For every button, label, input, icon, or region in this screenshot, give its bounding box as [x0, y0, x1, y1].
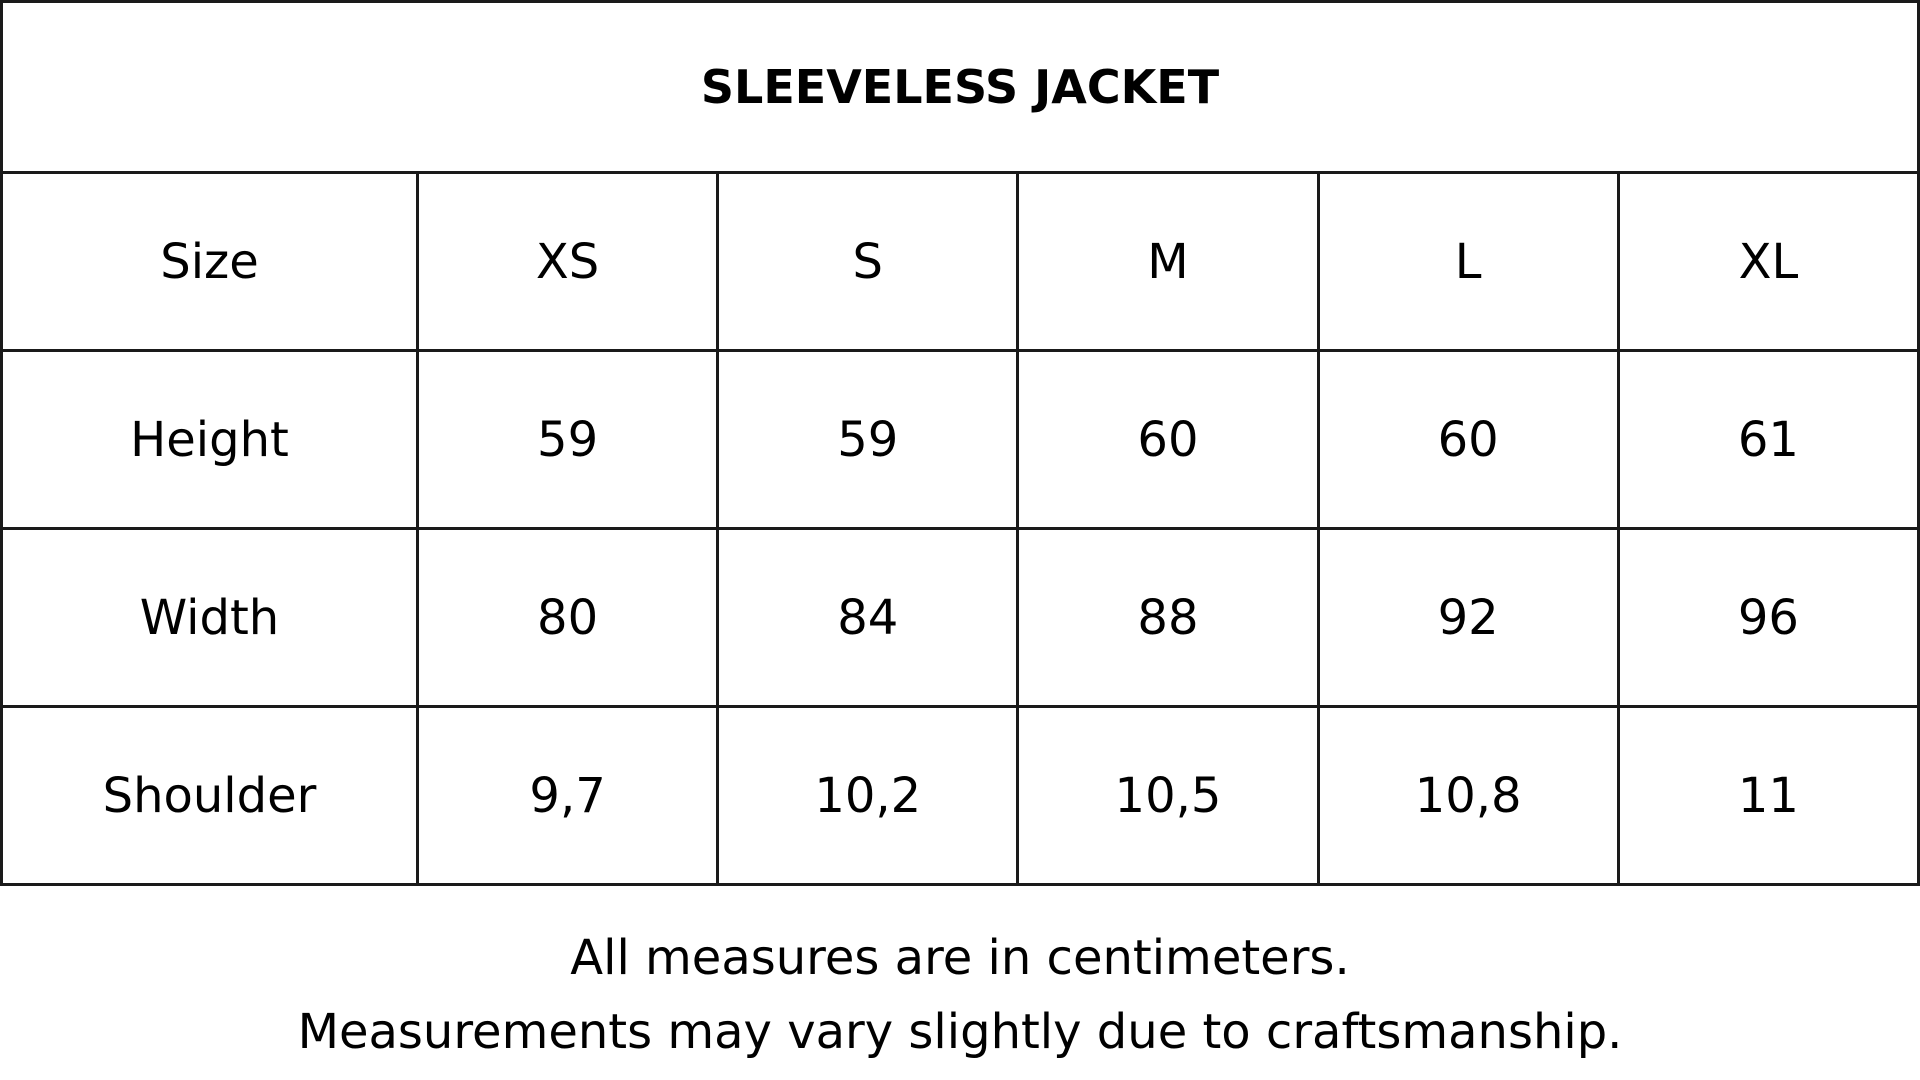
table-cell: 80 — [415, 527, 720, 708]
size-table: SLEEVELESS JACKET Size XS S M L XL Height 59 59 6… — [0, 0, 1920, 886]
row-label: Height — [0, 349, 419, 530]
header-cell: XL — [1616, 171, 1920, 352]
header-row: Size XS S M L XL — [0, 171, 1920, 352]
table-cell: 96 — [1616, 527, 1920, 708]
table-row: Height 59 59 60 60 61 — [0, 349, 1920, 530]
header-cell: S — [716, 171, 1020, 352]
table-cell: 61 — [1616, 349, 1920, 530]
note-line: All measures are in centimeters. — [570, 930, 1350, 986]
table-cell: 92 — [1316, 527, 1620, 708]
table-cell: 60 — [1016, 349, 1320, 530]
table-cell: 60 — [1316, 349, 1620, 530]
row-label: Width — [0, 527, 419, 708]
table-cell: 59 — [716, 349, 1020, 530]
title-row: SLEEVELESS JACKET — [0, 0, 1920, 174]
header-cell: Size — [0, 171, 419, 352]
table-row: Shoulder 9,7 10,2 10,5 10,8 11 — [0, 705, 1920, 886]
table-cell: 9,7 — [415, 705, 720, 886]
header-cell: XS — [415, 171, 720, 352]
header-cell: L — [1316, 171, 1620, 352]
table-cell: 59 — [415, 349, 720, 530]
header-cell: M — [1016, 171, 1320, 352]
table-cell: 10,8 — [1316, 705, 1620, 886]
table-cell: 10,5 — [1016, 705, 1320, 886]
table-cell: 88 — [1016, 527, 1320, 708]
table-cell: 11 — [1616, 705, 1920, 886]
row-label: Shoulder — [0, 705, 419, 886]
table-cell: 10,2 — [716, 705, 1020, 886]
table-row: Width 80 84 88 92 96 — [0, 527, 1920, 708]
table-title: SLEEVELESS JACKET — [0, 0, 1920, 174]
table-cell: 84 — [716, 527, 1020, 708]
note-line: Measurements may vary slightly due to cr… — [297, 1004, 1623, 1060]
notes: All measures are in centimeters. Measurem… — [0, 921, 1920, 1069]
